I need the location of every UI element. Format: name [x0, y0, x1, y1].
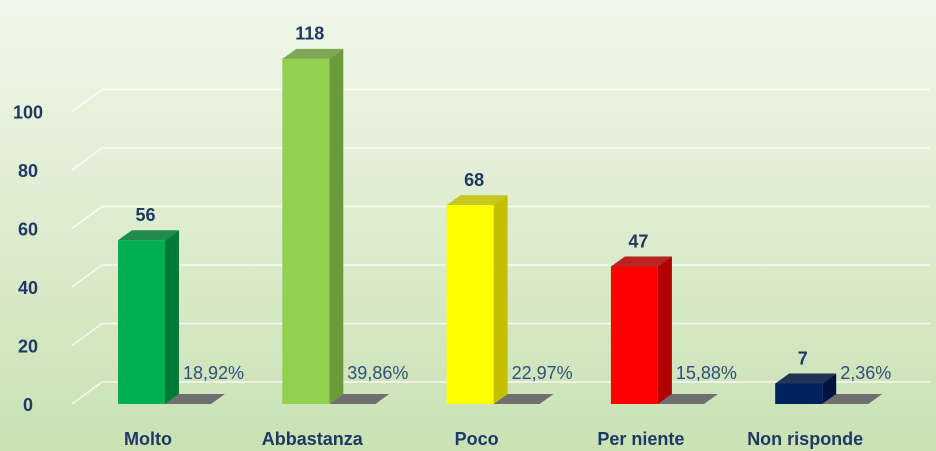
percentage-label: 18,92% — [183, 363, 244, 383]
bar — [775, 383, 823, 404]
bar-top — [118, 230, 179, 241]
x-tick-label: Molto — [124, 429, 172, 449]
percentage-label: 22,97% — [512, 363, 573, 383]
y-tick-label: 0 — [23, 395, 33, 415]
y-tick-label: 20 — [18, 336, 38, 356]
y-tick-label: 40 — [18, 278, 38, 298]
value-label: 7 — [798, 348, 808, 368]
bar — [446, 205, 494, 404]
grid-line — [71, 147, 930, 171]
bar-shadow — [822, 394, 883, 404]
value-label: 68 — [464, 170, 484, 190]
bar-side — [165, 230, 179, 404]
grid-line — [71, 205, 930, 230]
bar-top — [775, 373, 837, 384]
bar-top — [282, 48, 344, 59]
bar-side — [657, 256, 672, 404]
bar-side — [493, 195, 508, 404]
percentage-label: 2,36% — [840, 363, 891, 383]
value-label: 47 — [628, 231, 648, 251]
percentage-label: 15,88% — [676, 363, 737, 383]
bar-side — [329, 48, 344, 404]
bar — [282, 58, 330, 404]
bar-shadow — [165, 394, 225, 404]
x-tick-label: Non risponde — [747, 429, 863, 449]
bar-shadow — [329, 394, 390, 404]
y-tick-label: 60 — [18, 219, 38, 239]
x-tick-label: Abbastanza — [262, 429, 364, 449]
y-tick-label: 100 — [13, 102, 43, 122]
bar — [118, 240, 165, 404]
value-label: 118 — [295, 24, 324, 44]
bar — [610, 266, 658, 404]
value-label: 56 — [135, 205, 155, 225]
percentage-label: 39,86% — [347, 363, 408, 383]
bar-top — [610, 256, 672, 267]
x-tick-label: Per niente — [597, 429, 684, 449]
bar-side — [822, 373, 837, 404]
bar-shadow — [657, 394, 718, 404]
grid-line — [71, 88, 930, 113]
bar-shadow — [493, 394, 554, 404]
y-tick-label: 80 — [18, 161, 38, 181]
x-tick-label: Poco — [455, 429, 499, 449]
bar-top — [446, 195, 508, 206]
